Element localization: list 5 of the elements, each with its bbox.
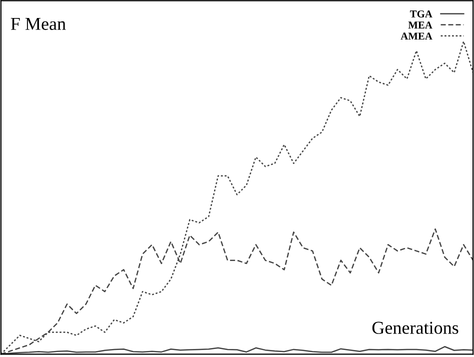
x-axis-title: Generations — [372, 322, 458, 334]
legend-label: AMEA — [400, 32, 432, 40]
legend-label: TGA — [410, 10, 432, 18]
legend-label: MEA — [408, 22, 432, 28]
y-axis-title: F Mean — [10, 18, 66, 30]
